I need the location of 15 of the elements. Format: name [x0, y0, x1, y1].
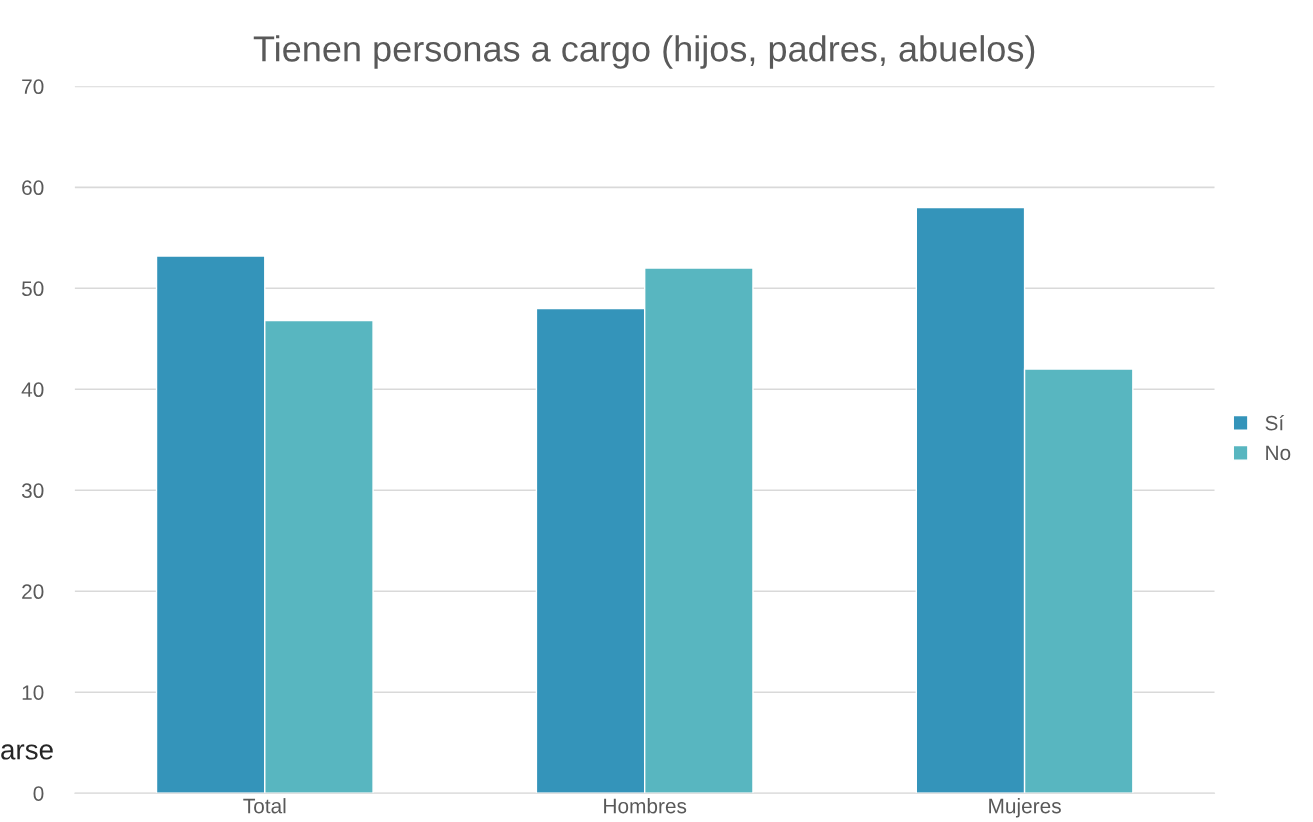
y-tick-label: 50	[21, 281, 44, 297]
x-tick-label: Mujeres	[989, 798, 1061, 818]
y-tick-label: 0	[33, 786, 44, 801]
x-tick-label: Hombres	[604, 798, 687, 814]
legend-label: Sí	[1265, 414, 1285, 431]
y-tick-label: 40	[21, 382, 44, 398]
chart-title: Tienen personas a cargo (hijos, padres, abuelos)	[253, 35, 1035, 69]
legend-label: No	[1266, 445, 1291, 461]
y-tick-label: 30	[21, 483, 44, 499]
text: arse	[1, 744, 53, 760]
x-tick-label: Total	[243, 798, 286, 814]
y-tick-label: 70	[22, 79, 44, 95]
y-tick-label: 10	[22, 685, 44, 700]
y-tick-label: 20	[22, 584, 44, 600]
y-tick-label: 60	[22, 180, 44, 196]
